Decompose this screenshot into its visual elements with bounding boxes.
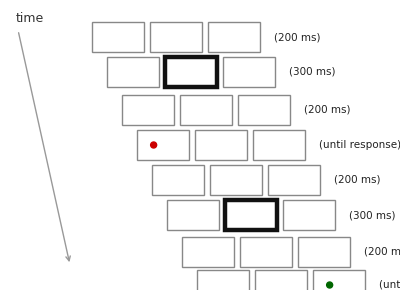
Bar — [240, 237, 292, 267]
Bar — [92, 22, 144, 52]
Bar — [122, 95, 174, 125]
Bar — [313, 270, 365, 290]
Bar — [182, 237, 234, 267]
Text: (until response): (until response) — [319, 140, 400, 150]
Bar — [223, 57, 275, 87]
Bar — [255, 270, 307, 290]
Text: time: time — [16, 12, 44, 25]
Text: (300 ms): (300 ms) — [349, 210, 396, 220]
Circle shape — [327, 282, 333, 288]
Bar — [107, 57, 159, 87]
Bar — [195, 130, 247, 160]
Bar — [165, 57, 217, 87]
Text: (200 ms): (200 ms) — [334, 175, 380, 185]
Text: (200 ms): (200 ms) — [304, 105, 350, 115]
Text: (200 ms): (200 ms) — [364, 247, 400, 257]
Bar — [225, 200, 277, 230]
Bar — [180, 95, 232, 125]
Text: (200 ms): (200 ms) — [274, 32, 320, 42]
Bar — [152, 165, 204, 195]
Text: (300 ms): (300 ms) — [289, 67, 336, 77]
Bar — [268, 165, 320, 195]
Bar — [137, 130, 189, 160]
Bar — [150, 22, 202, 52]
Bar — [238, 95, 290, 125]
Bar — [197, 270, 249, 290]
Bar — [298, 237, 350, 267]
Bar — [253, 130, 305, 160]
Bar — [208, 22, 260, 52]
Bar — [167, 200, 219, 230]
Circle shape — [151, 142, 157, 148]
Bar — [283, 200, 335, 230]
Text: (until response): (until response) — [379, 280, 400, 290]
Bar — [210, 165, 262, 195]
